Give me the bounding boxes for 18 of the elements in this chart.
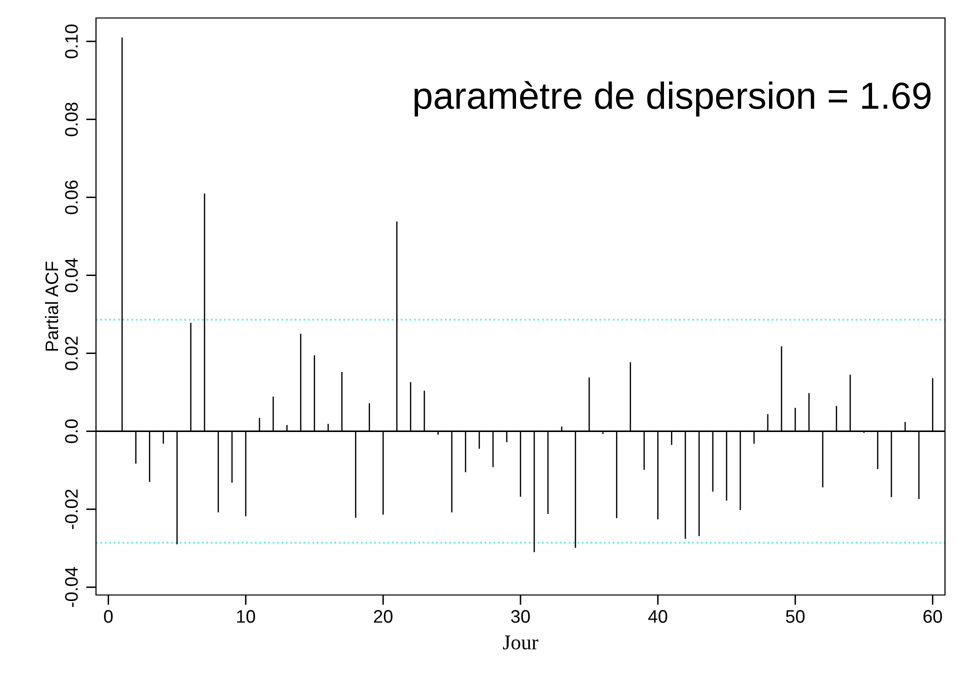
x-tick-label: 0 — [104, 610, 113, 623]
x-tick-label: 60 — [924, 610, 942, 623]
x-tick-label: 10 — [237, 610, 256, 623]
y-tick-label: 0.04 — [65, 258, 78, 292]
y-tick-label: 0.06 — [65, 180, 78, 214]
x-tick-label: 30 — [511, 610, 530, 623]
y-tick-label: 0.10 — [65, 24, 78, 58]
y-tick-label: 0.0 — [65, 419, 78, 444]
annotation: paramètre de dispersion = 1.69 — [414, 81, 931, 116]
y-tick-label: -0.02 — [65, 490, 78, 530]
x-tick-label: 50 — [786, 610, 805, 623]
x-axis-title: Jour — [502, 636, 538, 650]
y-tick-label: 0.08 — [65, 102, 78, 136]
y-axis-title: Partial ACF — [44, 262, 58, 351]
x-tick-label: 20 — [374, 610, 392, 623]
x-tick-label: 40 — [648, 610, 668, 623]
y-tick-label: -0.04 — [65, 567, 78, 607]
y-tick-label: 0.02 — [65, 336, 78, 370]
